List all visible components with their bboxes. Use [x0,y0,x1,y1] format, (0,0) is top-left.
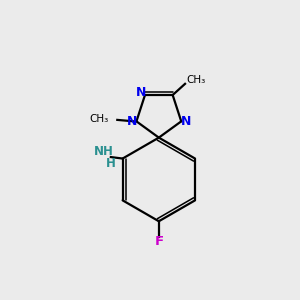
Text: CH₃: CH₃ [90,114,109,124]
Text: N: N [127,116,137,128]
Text: H: H [106,157,116,170]
Text: CH₃: CH₃ [187,75,206,85]
Text: N: N [136,85,146,99]
Text: NH: NH [94,145,114,158]
Text: N: N [181,116,191,128]
Text: F: F [154,236,164,248]
